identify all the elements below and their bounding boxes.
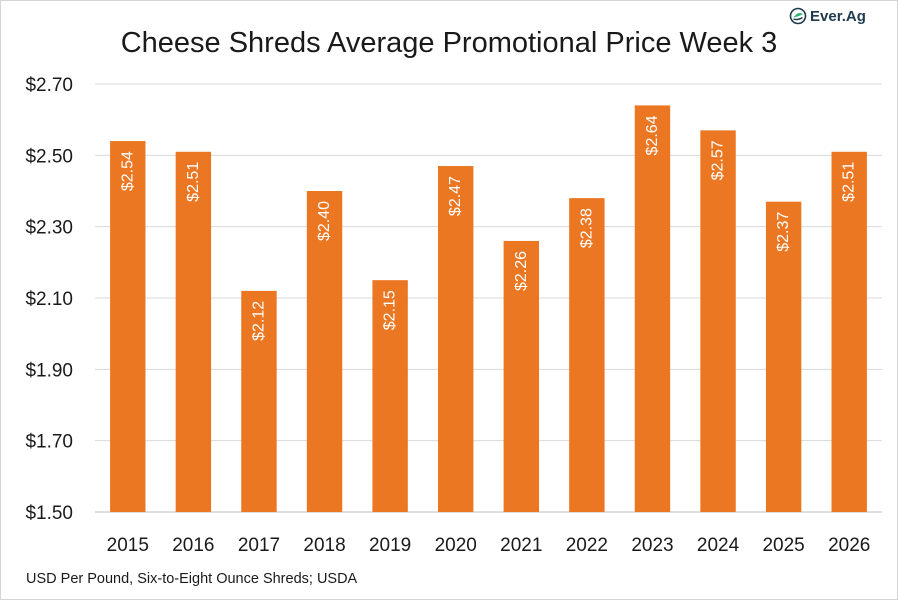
y-tick-label: $2.70	[25, 75, 73, 96]
y-tick-label: $2.30	[25, 218, 73, 239]
data-label: $2.37	[775, 212, 792, 252]
bar-2021	[503, 240, 539, 512]
bar-2026	[831, 151, 867, 512]
source-note: USD Per Pound, Six-to-Eight Ounce Shreds…	[26, 571, 358, 587]
chart-title: Cheese Shreds Average Promotional Price …	[121, 27, 778, 59]
data-labels: $2.54 $2.51 $2.12 $2.40 $2.15 $2.47 $2.26 $2.38…	[119, 115, 857, 341]
y-axis-ticks: $1.50 $1.70 $1.90 $2.10 $2.30 $2.50 $2.70	[25, 75, 73, 524]
data-label: $2.51	[185, 162, 202, 202]
bar-2019	[372, 280, 408, 512]
y-tick-label: $1.90	[25, 360, 73, 381]
data-label: $2.26	[513, 251, 530, 291]
data-label: $2.57	[710, 140, 727, 180]
bar-2018	[306, 191, 343, 512]
data-label: $2.40	[316, 201, 333, 241]
bar-2024	[700, 130, 736, 512]
bar-2016	[175, 151, 212, 512]
x-tick-label: 2024	[697, 535, 740, 556]
bars	[110, 105, 867, 513]
data-label: $2.51	[841, 162, 858, 202]
x-tick-label: 2018	[303, 535, 345, 556]
bar-2023	[634, 105, 671, 513]
ever-ag-leaf-icon	[789, 7, 807, 25]
x-tick-label: 2016	[172, 535, 214, 556]
x-tick-label: 2023	[631, 535, 673, 556]
data-label: $2.12	[250, 301, 267, 341]
bar-2015	[110, 141, 146, 513]
x-tick-label: 2017	[238, 535, 280, 556]
x-tick-label: 2020	[435, 535, 477, 556]
logo-text: Ever.Ag	[810, 8, 866, 25]
x-tick-label: 2019	[369, 535, 411, 556]
bar-2022	[569, 198, 605, 512]
data-label: $2.38	[578, 208, 595, 248]
y-tick-label: $1.70	[25, 432, 73, 453]
data-label: $2.47	[447, 176, 464, 216]
bar-2017	[241, 290, 277, 512]
x-axis-ticks: 2015 2016 2017 2018 2019 2020 2021 2022 2023 2024…	[107, 535, 871, 556]
gridlines	[95, 83, 882, 513]
bar-2020	[438, 166, 474, 513]
data-label: $2.54	[119, 151, 136, 191]
x-tick-label: 2022	[566, 535, 608, 556]
x-tick-label: 2015	[107, 535, 149, 556]
y-tick-label: $2.50	[25, 146, 73, 167]
bar-2025	[765, 201, 802, 512]
data-label: $2.64	[644, 115, 661, 155]
x-tick-label: 2025	[762, 535, 804, 556]
data-label: $2.15	[382, 290, 399, 330]
y-tick-label: $1.50	[25, 503, 73, 524]
y-tick-label: $2.10	[25, 289, 73, 310]
brand-logo: Ever.Ag	[789, 7, 866, 25]
x-tick-label: 2021	[500, 535, 542, 556]
x-tick-label: 2026	[828, 535, 870, 556]
